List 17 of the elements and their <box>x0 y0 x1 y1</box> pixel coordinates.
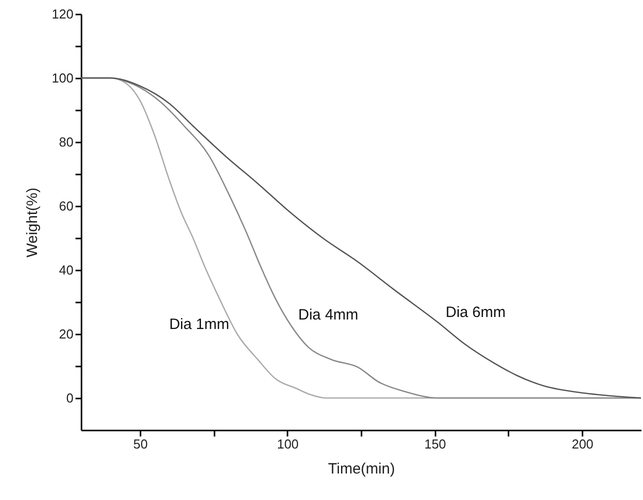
x-tick-label: 50 <box>133 436 148 452</box>
x-tick-label: 150 <box>424 436 446 452</box>
y-tick-label: 80 <box>59 134 74 150</box>
y-tick-label: 60 <box>59 198 74 214</box>
y-tick-label: 20 <box>59 326 74 342</box>
line-series <box>80 77 642 399</box>
x-tick-label: 100 <box>276 436 299 452</box>
y-tick-label: 120 <box>52 6 74 22</box>
x-tick-label: 200 <box>572 436 594 452</box>
y-tick-label: 0 <box>66 390 74 406</box>
series-label: Dia 1mm <box>169 316 230 333</box>
y-axis-title: Weight(%) <box>24 188 41 258</box>
y-tick-label: 40 <box>59 262 74 278</box>
series-label: Dia 6mm <box>446 304 506 322</box>
x-axis-title: Time(min) <box>328 460 395 478</box>
y-tick-label: 100 <box>52 70 74 86</box>
series-label: Dia 4mm <box>298 306 358 324</box>
